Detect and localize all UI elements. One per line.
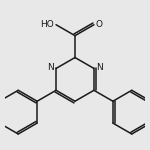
Text: N: N: [48, 63, 54, 72]
Text: N: N: [96, 63, 102, 72]
Text: O: O: [96, 20, 103, 29]
Text: HO: HO: [41, 20, 54, 29]
